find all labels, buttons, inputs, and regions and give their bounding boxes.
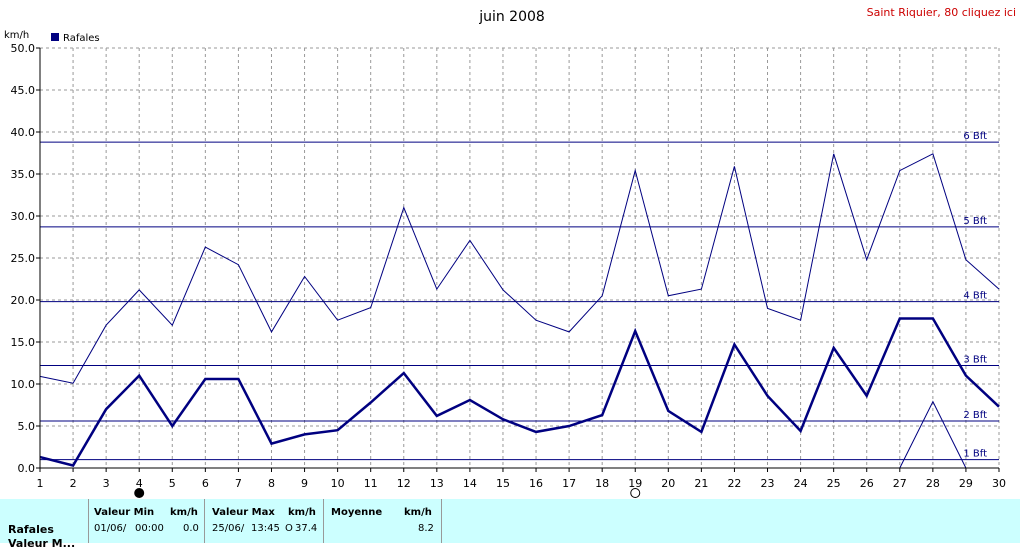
max-time: 13:45 — [251, 523, 280, 534]
x-tick-label: 23 — [761, 477, 775, 490]
x-tick-label: 24 — [794, 477, 808, 490]
full-moon-icon — [631, 489, 640, 498]
x-tick-label: 25 — [827, 477, 841, 490]
x-tick-label: 26 — [860, 477, 874, 490]
stats-divider — [204, 499, 205, 543]
y-tick-label: 45.0 — [11, 84, 36, 97]
min-header: Valeur Min — [94, 507, 154, 518]
y-tick-label: 35.0 — [11, 168, 36, 181]
x-tick-label: 9 — [301, 477, 308, 490]
max-value: 37.4 — [295, 523, 317, 534]
x-tick-label: 6 — [202, 477, 209, 490]
x-tick-label: 2 — [70, 477, 77, 490]
x-tick-label: 8 — [268, 477, 275, 490]
x-tick-label: 5 — [169, 477, 176, 490]
x-tick-label: 20 — [661, 477, 675, 490]
stats-divider — [323, 499, 324, 543]
max-header: Valeur Max — [212, 507, 275, 518]
chart-title: juin 2008 — [478, 9, 545, 25]
new-moon-icon — [135, 489, 144, 498]
beaufort-label: 6 Bft — [963, 131, 987, 142]
min-unit: km/h — [170, 507, 198, 518]
x-tick-label: 3 — [103, 477, 110, 490]
avg-value: 8.2 — [418, 523, 434, 534]
grid — [40, 48, 999, 468]
stats-divider — [88, 499, 89, 543]
x-tick-label: 29 — [959, 477, 973, 490]
x-tick-label: 17 — [562, 477, 576, 490]
stats-band — [0, 499, 1020, 543]
max-direction: O — [285, 523, 293, 534]
station-link[interactable]: Saint Riquier, 80 cliquez ici — [867, 6, 1016, 19]
min-time: 00:00 — [135, 523, 164, 534]
wind-chart: juin 2008 Saint Riquier, 80 cliquez ici … — [0, 0, 1024, 499]
y-tick-label: 20.0 — [11, 294, 36, 307]
x-tick-label: 1 — [37, 477, 44, 490]
stats-panel: Valeur Min km/h Valeur Max km/h Moyenne … — [0, 499, 1024, 543]
beaufort-label: 2 Bft — [963, 410, 987, 421]
stats-divider — [441, 499, 442, 543]
legend-label: Rafales — [63, 33, 100, 44]
axes: 0.0 5.0 10.0 15.0 20.0 25.0 30.0 35.0 40.0 45.0 50… — [11, 42, 1007, 498]
x-tick-label: 18 — [595, 477, 609, 490]
x-tick-label: 13 — [430, 477, 444, 490]
beaufort-label: 1 Bft — [963, 449, 987, 460]
y-tick-label: 50.0 — [11, 42, 36, 55]
min-value: 0.0 — [183, 523, 199, 534]
x-tick-label: 10 — [331, 477, 345, 490]
beaufort-label: 3 Bft — [963, 355, 987, 366]
y-tick-label: 30.0 — [11, 210, 36, 223]
x-tick-label: 27 — [893, 477, 907, 490]
y-tick-label: 0.0 — [18, 462, 36, 475]
y-tick-label: 25.0 — [11, 252, 36, 265]
legend-swatch — [51, 33, 59, 41]
row2-label: Valeur M... — [8, 537, 75, 550]
y-tick-label: 40.0 — [11, 126, 36, 139]
x-tick-label: 21 — [694, 477, 708, 490]
row-label: Rafales — [8, 523, 54, 536]
y-tick-label: 15.0 — [11, 336, 36, 349]
avg-unit: km/h — [404, 507, 432, 518]
y-tick-label: 10.0 — [11, 378, 36, 391]
max-date: 25/06/ — [212, 523, 244, 534]
beaufort-label: 4 Bft — [963, 291, 987, 302]
x-tick-label: 7 — [235, 477, 242, 490]
x-tick-label: 30 — [992, 477, 1006, 490]
y-unit-label: km/h — [4, 30, 29, 41]
beaufort-label: 5 Bft — [963, 216, 987, 227]
series-line — [40, 319, 999, 466]
x-tick-label: 22 — [727, 477, 741, 490]
x-tick-label: 16 — [529, 477, 543, 490]
y-tick-label: 5.0 — [18, 420, 36, 433]
max-unit: km/h — [288, 507, 316, 518]
avg-header: Moyenne — [331, 507, 382, 518]
x-tick-label: 28 — [926, 477, 940, 490]
min-date: 01/06/ — [94, 523, 126, 534]
x-tick-label: 14 — [463, 477, 477, 490]
x-tick-label: 11 — [364, 477, 378, 490]
x-tick-label: 12 — [397, 477, 411, 490]
x-tick-label: 15 — [496, 477, 510, 490]
series-line — [40, 154, 999, 383]
